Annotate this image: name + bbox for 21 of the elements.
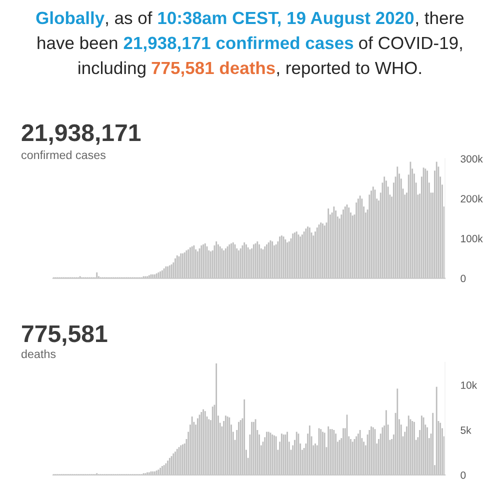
text: including [78, 61, 146, 78]
text: 10:38am CEST, 19 August 2020 [158, 12, 414, 28]
text: , as of [106, 11, 152, 26]
chart-title: 775,581 [22, 325, 108, 346]
y-tick-label: 5k [460, 426, 472, 434]
chart-subtitle: confirmed cases [21, 150, 106, 160]
chart-title: 21,938,171 [22, 124, 141, 145]
text: 21,938,171 confirmed cases [124, 36, 354, 52]
text: , reported to WHO. [277, 61, 421, 78]
y-tick-label: 300k [460, 154, 483, 163]
text: of COVID-19, [359, 36, 462, 52]
y-tick-label: 0 [460, 472, 466, 479]
text: , there [416, 11, 464, 26]
text: Globally [36, 11, 105, 28]
y-tick-label: 100k [461, 234, 483, 242]
text: 775,581 deaths [152, 61, 275, 77]
chart-subtitle: deaths [21, 350, 56, 358]
y-tick-label: 10k [461, 381, 478, 389]
text: have been [38, 36, 118, 50]
y-tick-label: 200k [460, 194, 483, 202]
y-tick-label: 0 [460, 274, 466, 282]
